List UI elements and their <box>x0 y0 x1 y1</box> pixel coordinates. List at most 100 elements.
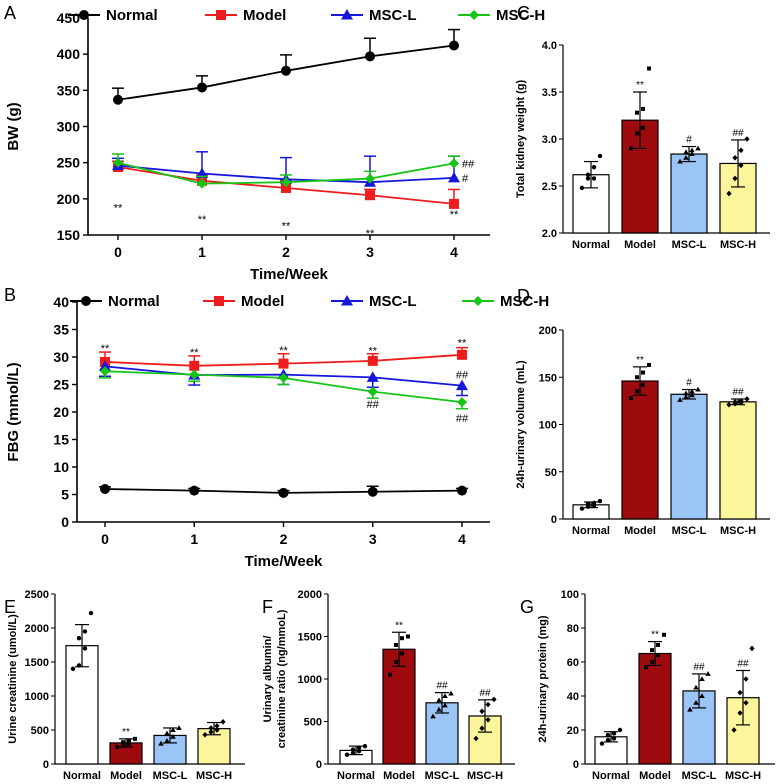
panel-b-point-msc-h <box>100 366 110 377</box>
panel-c-point-model <box>629 146 633 151</box>
panel-b-point-msc-h <box>367 386 378 397</box>
panel-f-point-normal <box>344 752 350 757</box>
panel-g-point-msc-h <box>737 710 743 716</box>
panel-d-point-msc-l <box>677 397 683 402</box>
panel-e-y-axis-label: Urine creatinine (umol/L) <box>7 614 19 744</box>
panel-b-point-msc-l <box>99 360 111 371</box>
panel-a-point-msc-h <box>281 177 291 188</box>
panel-f-point-model <box>394 660 398 664</box>
panel-f-significance-mark: ## <box>436 681 448 692</box>
panel-d-point-msc-h <box>726 401 732 408</box>
panel-d-significance-mark: # <box>686 378 692 389</box>
panel-b-chart: 0 5 10 15 20 25 30 35 40 0 1 2 3 4 Time/Week FBG (mmol/… <box>5 293 549 570</box>
panel-e-x-tick-label: MSC-L <box>153 770 188 782</box>
panel-e-point-msc-h <box>208 729 214 735</box>
panel-f-y-tick-label: 1000 <box>298 674 322 686</box>
panel-c-point-msc-h <box>744 136 750 142</box>
panel-d-point-msc-l <box>689 388 695 394</box>
panel-c-bar-msc-h <box>719 162 757 234</box>
panel-d-point-msc-l <box>689 392 695 398</box>
panel-a-legend-label-msc-h: MSC-H <box>496 7 545 24</box>
panel-a-point-msc-l <box>448 171 460 183</box>
panel-f-y-tick-label: 1500 <box>298 632 322 644</box>
panel-a-x-axis-label: Time/Week <box>250 266 328 283</box>
panel-g-point-model <box>656 653 660 658</box>
panel-a-point-normal <box>365 51 375 62</box>
panel-d-significance-mark: ** <box>636 355 644 366</box>
panel-d-point-normal <box>579 506 585 511</box>
panel-d-point-normal <box>591 500 597 506</box>
panel-a-point-model <box>365 190 375 201</box>
panel-g-point-model <box>650 648 654 653</box>
panel-d-y-tick-label: 200 <box>539 325 557 337</box>
panel-f-point-normal <box>356 749 362 754</box>
panel-e-point-model <box>121 742 125 747</box>
panel-g-y-tick-label: 40 <box>567 691 579 703</box>
panel-a-point-msc-h <box>197 178 207 189</box>
panel-g-y-tick-label: 100 <box>561 589 579 601</box>
panel-f-y-axis-label: creatinine ratio (ng/mmoL) <box>276 609 288 748</box>
panel-e-point-msc-h <box>202 731 208 738</box>
panel-f-significance-mark: ** <box>395 620 403 631</box>
panel-e-y-tick-label: 1000 <box>25 691 49 703</box>
panel-d-y-axis-label: 24h-urinary volume (mL) <box>515 360 527 489</box>
panel-d-point-model <box>635 375 639 380</box>
panel-b-x-tick-label: 3 <box>369 531 377 547</box>
panel-f-bar-model <box>382 648 416 765</box>
panel-e-chart: 0 500 1000 1500 2000 2500 Urine creatinine (um… <box>7 589 245 782</box>
panel-b-significance-mark: ** <box>368 345 377 357</box>
panel-g-point-model <box>656 643 660 647</box>
panel-f-point-model <box>400 651 404 656</box>
panel-d-y-tick-label: 100 <box>539 420 557 432</box>
panel-b-significance-mark: ## <box>456 413 469 425</box>
panel-a-x-tick-label: 3 <box>366 244 374 260</box>
panel-d-y-tick-label: 150 <box>539 372 557 384</box>
panel-b-legend-label-msc-l: MSC-L <box>369 293 417 310</box>
panel-f-point-msc-h <box>485 701 491 708</box>
panel-a-y-tick-label: 400 <box>57 46 81 62</box>
panel-a-x-tick-label: 0 <box>114 244 122 260</box>
panel-g-point-normal <box>617 727 623 733</box>
panel-b-y-tick-label: 15 <box>53 432 69 448</box>
panel-c-point-msc-h <box>732 155 738 161</box>
panel-a-point-msc-l <box>196 167 208 179</box>
panel-e-point-msc-l <box>164 738 170 743</box>
panel-f-y-tick-label: 0 <box>316 759 322 771</box>
panel-f-point-msc-l <box>442 702 448 708</box>
panel-b-legend-marker-normal <box>81 296 91 306</box>
panel-g-x-tick-label: MSC-L <box>682 770 717 782</box>
panel-e-point-model <box>127 738 131 743</box>
panel-c-point-normal <box>591 165 597 170</box>
panel-f-point-normal <box>350 750 356 756</box>
panel-b-point-normal <box>278 487 289 498</box>
panel-c-y-tick-label: 3.0 <box>542 134 557 146</box>
panel-g-significance-mark: ## <box>693 662 705 673</box>
panel-g-chart: 0 20 40 60 80 100 24h-urinary protein (mg) Norm… <box>537 589 775 782</box>
panel-e-point-normal <box>88 610 94 616</box>
panel-c-y-axis-label: Total kidney weight (g) <box>515 79 527 198</box>
panel-g-point-model <box>644 665 648 670</box>
panel-f-point-msc-h <box>479 725 485 732</box>
panel-b-x-tick-label: 2 <box>280 531 288 547</box>
panel-b-point-msc-l <box>456 379 468 391</box>
panel-c-point-normal <box>579 185 585 191</box>
panel-d-point-msc-h <box>744 396 750 402</box>
panel-c-point-normal <box>597 153 603 159</box>
panel-d-chart: 0 50 100 150 200 24h-urinary volume (mL) Norma… <box>515 325 770 537</box>
panel-f-y-tick-label: 500 <box>304 717 322 729</box>
panel-c-x-tick-label: Model <box>624 239 656 251</box>
panel-c-y-tick-label: 2.5 <box>542 181 557 193</box>
panel-e-point-normal <box>76 663 82 668</box>
panel-c-point-msc-l <box>689 151 695 157</box>
panel-d-x-tick-label: Normal <box>572 525 610 537</box>
panel-e-point-msc-h <box>214 727 220 733</box>
panel-d-point-msc-h <box>732 399 738 405</box>
panel-a-x-tick-label: 2 <box>282 244 290 260</box>
panel-e-point-msc-l <box>170 727 176 732</box>
panel-label-c: C <box>517 3 530 23</box>
panel-f-point-normal <box>350 747 356 752</box>
panel-d-point-msc-l <box>683 390 689 396</box>
panel-g-bar-normal <box>594 736 628 765</box>
panel-f-point-msc-l <box>442 693 448 698</box>
panel-c-point-msc-h <box>738 147 744 154</box>
